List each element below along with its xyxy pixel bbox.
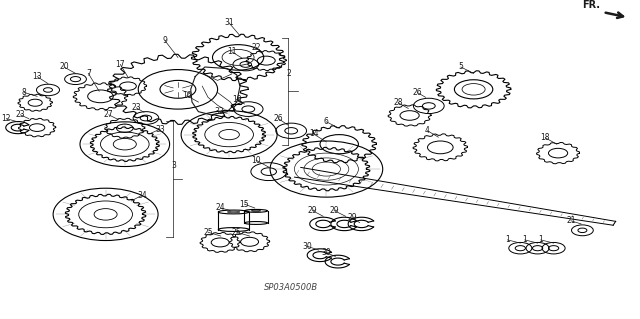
Text: 14: 14 [308,130,319,138]
Text: 15: 15 [239,200,250,209]
Text: 34: 34 [137,191,147,200]
Text: 29: 29 [307,206,317,215]
Text: 5: 5 [458,63,463,71]
Text: 4: 4 [425,126,430,135]
Text: 26: 26 [412,88,422,97]
Text: 33: 33 [155,125,165,134]
Text: 25: 25 [232,228,242,237]
Text: 7: 7 [86,69,91,78]
Text: FR.: FR. [582,0,600,10]
Text: 2: 2 [287,69,291,78]
Text: 20: 20 [59,63,69,71]
Text: 32: 32 [214,107,224,116]
Text: 8: 8 [22,88,27,97]
Text: 28: 28 [394,98,403,107]
Text: 19: 19 [232,95,242,104]
Text: 30: 30 [321,248,332,257]
Text: 29: 29 [347,213,357,222]
Text: 16: 16 [182,91,192,100]
Text: 25: 25 [203,228,213,237]
Text: 1: 1 [505,235,510,244]
Text: 22: 22 [252,43,260,52]
Text: 29: 29 [329,206,339,215]
Text: 13: 13 [32,72,42,81]
Text: 1: 1 [522,235,527,244]
Text: 9: 9 [163,36,168,45]
Text: 10: 10 [251,156,261,165]
Text: 1: 1 [538,235,543,244]
Text: SP03A0500B: SP03A0500B [264,283,318,292]
Text: 26: 26 [273,114,284,123]
Text: 24: 24 [216,204,226,212]
Text: 23: 23 [131,103,141,112]
Text: 23: 23 [15,110,26,119]
Text: 18: 18 [541,133,550,142]
Text: 31: 31 [224,19,234,27]
Text: 21: 21 [566,216,575,225]
Text: 17: 17 [115,60,125,69]
Text: 30: 30 [302,242,312,251]
Text: 6: 6 [324,117,329,126]
Text: 27: 27 [104,110,114,119]
Text: 11: 11 [227,47,236,56]
Text: 3: 3 [172,161,177,170]
Text: 12: 12 [2,114,11,123]
